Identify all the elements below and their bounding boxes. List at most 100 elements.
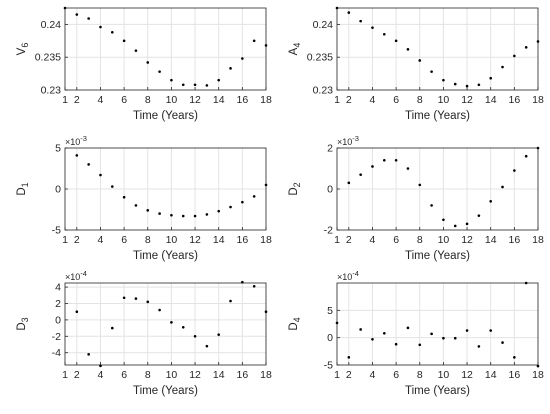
x-tick-label: 10: [166, 234, 178, 246]
x-tick-label: 12: [189, 234, 201, 246]
x-axis-label: Time (Years): [405, 110, 470, 122]
data-point: [241, 57, 244, 60]
plot-frame: [64, 282, 267, 366]
data-point: [524, 154, 528, 158]
y-axis-label: D2: [288, 182, 302, 195]
y-axis-label-main: D: [288, 322, 300, 330]
x-tick-label: 16: [237, 234, 249, 246]
data-point: [158, 70, 161, 73]
x-tick-label: 14: [213, 94, 225, 106]
data-point: [193, 214, 197, 218]
axis-exponent-base: ×10: [337, 137, 352, 147]
y-axis-label: D4: [288, 317, 302, 330]
data-point: [489, 329, 493, 332]
y-tick-label: 0.235: [35, 52, 61, 64]
data-point: [241, 200, 244, 204]
data-point: [406, 326, 410, 330]
data-point: [524, 281, 528, 285]
y-axis-label-subscript: 1: [20, 182, 30, 187]
x-tick-label: 18: [260, 94, 272, 106]
data-point: [536, 364, 540, 368]
y-axis-label-subscript: 4: [292, 43, 302, 48]
data-point: [371, 338, 374, 341]
data-point: [536, 146, 540, 150]
data-point: [524, 46, 528, 49]
data-point: [430, 204, 433, 207]
data-point: [371, 165, 374, 168]
x-tick-label: 10: [438, 94, 450, 106]
data-point: [359, 19, 362, 23]
data-point: [87, 17, 90, 20]
data-point: [264, 44, 268, 47]
data-point: [75, 154, 79, 157]
data-point: [382, 331, 386, 335]
x-tick-label: 8: [145, 369, 151, 381]
x-tick-label: 16: [237, 94, 249, 106]
y-tick-label: 0.235: [307, 52, 333, 64]
x-axis-label: Time (Years): [133, 250, 198, 262]
x-tick-label: 1: [334, 369, 340, 381]
data-point: [193, 83, 197, 87]
data-point: [134, 297, 138, 300]
plot-frame: [336, 7, 539, 91]
x-tick-label: 4: [370, 234, 376, 246]
x-tick-label: 8: [145, 234, 151, 246]
x-tick-label: 6: [121, 234, 127, 246]
data-point: [406, 167, 410, 170]
y-axis-label-main: D: [288, 187, 300, 195]
x-tick-label: 14: [213, 234, 225, 246]
data-point: [513, 169, 516, 172]
x-tick-label: 1: [334, 234, 340, 246]
y-tick-label: 4: [55, 282, 61, 294]
x-tick-label: 2: [74, 369, 80, 381]
y-tick-label: -5: [52, 225, 61, 237]
data-point: [489, 200, 493, 203]
data-point: [442, 218, 445, 222]
x-tick-label: 18: [532, 234, 544, 246]
y-axis-label-main: A: [288, 47, 300, 55]
data-point: [110, 326, 114, 330]
x-tick-label: 2: [74, 234, 80, 246]
chart-panel-2: 1 2 4 6 8 10 12 14 16 18 0.23 0.235 0.24 Time (Years)…: [288, 6, 544, 122]
x-tick-label: 8: [417, 234, 423, 246]
data-point: [335, 6, 339, 10]
data-point: [418, 343, 422, 347]
y-tick-label: 2: [327, 143, 333, 155]
x-tick-label: 6: [121, 94, 127, 106]
data-point: [489, 76, 493, 80]
x-tick-label: 4: [98, 234, 104, 246]
data-point: [513, 356, 516, 359]
axis-exponent-power: -4: [352, 269, 359, 278]
y-axis-label-subscript: 3: [20, 317, 30, 322]
axis-exponent: ×10-3: [337, 134, 359, 147]
data-point: [181, 214, 185, 218]
x-tick-label: 1: [62, 94, 68, 106]
y-tick-label: 2: [55, 298, 61, 310]
axis-exponent: ×10-4: [337, 269, 359, 282]
axis-exponent-base: ×10: [65, 272, 80, 282]
data-point: [205, 344, 209, 348]
data-point: [99, 25, 102, 29]
data-point: [382, 32, 386, 36]
data-point: [501, 65, 504, 69]
x-tick-label: 12: [461, 369, 473, 381]
data-point: [229, 67, 232, 70]
y-axis-label-main: V: [16, 47, 28, 55]
data-point: [99, 173, 102, 177]
data-point: [217, 209, 221, 213]
plot-frame: [64, 7, 267, 91]
data-point: [501, 185, 504, 189]
x-tick-label: 4: [98, 369, 104, 381]
data-point: [477, 83, 481, 87]
data-point: [75, 310, 79, 314]
data-point: [465, 222, 469, 226]
y-axis-label: V6: [16, 43, 30, 56]
data-point: [146, 300, 150, 304]
y-axis-label-main: D: [16, 187, 28, 195]
data-point: [359, 328, 362, 331]
x-tick-label: 10: [166, 94, 178, 106]
data-point: [170, 78, 173, 82]
